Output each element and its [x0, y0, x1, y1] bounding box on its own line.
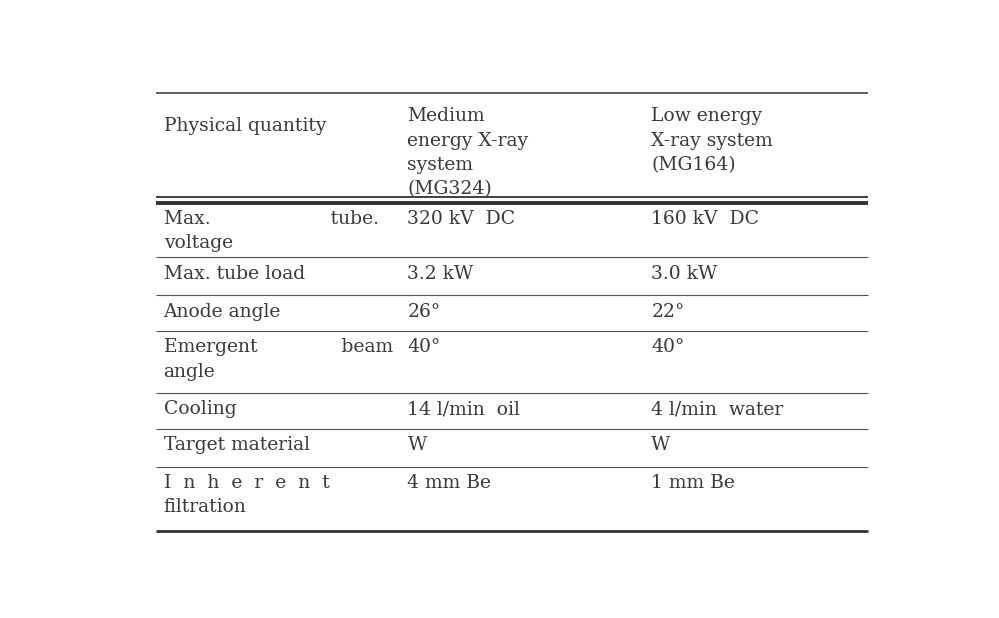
Text: Cooling: Cooling	[164, 400, 236, 418]
Text: Emergent              beam
angle: Emergent beam angle	[164, 338, 393, 381]
Text: Medium
energy X-ray
system
(MG324): Medium energy X-ray system (MG324)	[408, 108, 528, 198]
Text: 4 l/min  water: 4 l/min water	[651, 400, 783, 418]
Text: Physical quantity: Physical quantity	[164, 117, 326, 135]
Text: 22°: 22°	[651, 303, 684, 321]
Text: W: W	[651, 436, 670, 454]
Text: Target material: Target material	[164, 436, 310, 454]
Text: I  n  h  e  r  e  n  t
filtration: I n h e r e n t filtration	[164, 474, 330, 516]
Text: 320 kV  DC: 320 kV DC	[408, 210, 515, 228]
Text: 3.0 kW: 3.0 kW	[651, 265, 717, 282]
Text: 160 kV  DC: 160 kV DC	[651, 210, 759, 228]
Text: Max.                    tube.
voltage: Max. tube. voltage	[164, 210, 379, 252]
Text: 40°: 40°	[651, 338, 684, 356]
Text: Anode angle: Anode angle	[164, 303, 281, 321]
Text: 26°: 26°	[408, 303, 441, 321]
Text: 4 mm Be: 4 mm Be	[408, 474, 492, 492]
Text: Low energy
X-ray system
(MG164): Low energy X-ray system (MG164)	[651, 108, 773, 174]
Text: 3.2 kW: 3.2 kW	[408, 265, 474, 282]
Text: W: W	[408, 436, 427, 454]
Text: 40°: 40°	[408, 338, 441, 356]
Text: 1 mm Be: 1 mm Be	[651, 474, 735, 492]
Text: 14 l/min  oil: 14 l/min oil	[408, 400, 520, 418]
Text: Max. tube load: Max. tube load	[164, 265, 305, 282]
